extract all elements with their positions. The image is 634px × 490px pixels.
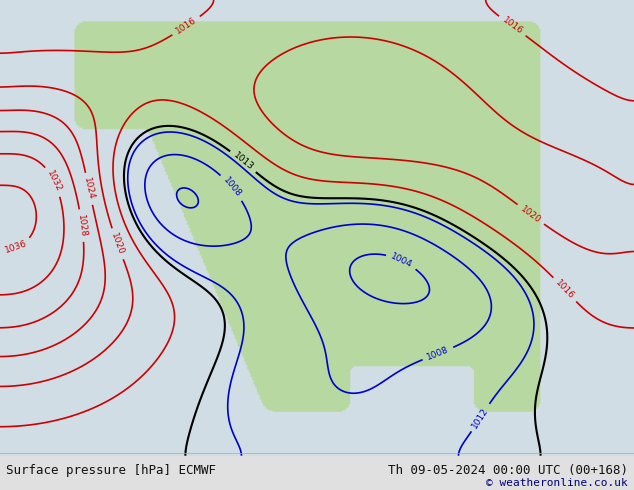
- Text: 1016: 1016: [174, 16, 198, 36]
- Text: 1008: 1008: [221, 176, 243, 199]
- Text: 1024: 1024: [82, 177, 96, 201]
- Text: 1012: 1012: [470, 406, 491, 430]
- Text: 1028: 1028: [76, 214, 88, 238]
- Text: 1013: 1013: [231, 151, 255, 172]
- Text: Th 09-05-2024 00:00 UTC (00+168): Th 09-05-2024 00:00 UTC (00+168): [387, 464, 628, 477]
- Text: Surface pressure [hPa] ECMWF: Surface pressure [hPa] ECMWF: [6, 464, 216, 477]
- Text: 1016: 1016: [553, 278, 576, 301]
- Text: 1036: 1036: [4, 239, 29, 255]
- Text: 1016: 1016: [500, 16, 524, 36]
- Text: 1020: 1020: [109, 232, 126, 256]
- Text: © weatheronline.co.uk: © weatheronline.co.uk: [486, 478, 628, 488]
- Text: 1020: 1020: [519, 204, 543, 225]
- Text: 1032: 1032: [45, 169, 63, 194]
- Text: 1004: 1004: [389, 252, 414, 270]
- Text: 1008: 1008: [425, 345, 450, 362]
